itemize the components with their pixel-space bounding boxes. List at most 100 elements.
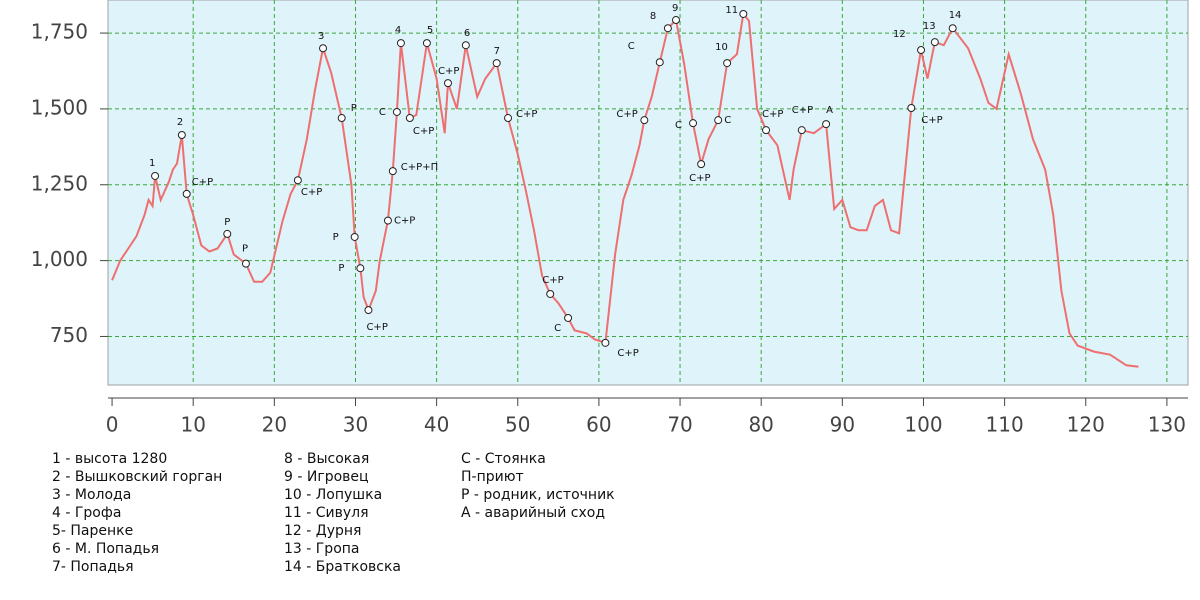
marker <box>504 114 513 123</box>
marker <box>422 39 431 48</box>
marker-label: 5 <box>427 25 433 36</box>
y-tick-label: 1,750 <box>31 20 88 44</box>
marker-label: 11 <box>725 5 738 16</box>
marker-label: С <box>628 41 635 52</box>
marker <box>948 24 957 33</box>
marker <box>671 16 680 25</box>
marker <box>907 104 916 113</box>
marker-label: 2 <box>177 117 183 128</box>
marker-label: 8 <box>650 11 656 22</box>
legend-note: 2 - Вышковский горган <box>52 469 223 485</box>
marker <box>241 259 250 268</box>
marker <box>461 41 470 50</box>
legend-note: А - аварийный сход <box>461 505 606 521</box>
y-tick-label: 1,000 <box>31 247 88 271</box>
marker-label: 4 <box>395 25 401 36</box>
marker-label: 13 <box>923 21 936 32</box>
marker-label: 7 <box>494 46 500 57</box>
marker-label: С+Р <box>413 126 434 137</box>
marker-label: С <box>675 120 682 131</box>
legend-note: 6 - М. Попадья <box>52 541 160 557</box>
marker-label: С+Р <box>516 109 537 120</box>
marker-label: Р <box>338 263 344 274</box>
x-tick-label: 30 <box>343 413 368 437</box>
x-tick-label: 40 <box>424 413 449 437</box>
marker-label: С+Р <box>762 109 783 120</box>
legend-note: 13 - Гропа <box>284 541 360 557</box>
marker <box>405 114 414 123</box>
marker-label: 10 <box>715 42 728 53</box>
marker <box>564 313 573 322</box>
marker <box>293 176 302 185</box>
x-tick-label: 60 <box>586 413 611 437</box>
legend-note: 4 - Грофа <box>52 505 122 521</box>
marker-label: С+Р+П <box>401 162 438 173</box>
legend-note: 9 - Игровец <box>284 469 369 485</box>
x-tick-label: 80 <box>748 413 773 437</box>
marker-label: 3 <box>318 31 324 42</box>
marker <box>655 58 664 67</box>
marker <box>337 114 346 123</box>
legend-note: 12 - Дурня <box>284 523 362 539</box>
marker <box>182 189 191 198</box>
marker-label: С+Р <box>616 109 637 120</box>
legend-note: 14 - Братковска <box>284 559 401 575</box>
marker-label: С+Р <box>542 275 563 286</box>
marker-label: С+Р <box>617 348 638 359</box>
marker <box>396 39 405 48</box>
legend-note: Р - родник, источник <box>461 487 615 503</box>
legend-note: 5- Паренке <box>52 523 134 539</box>
marker <box>930 38 939 47</box>
marker <box>822 120 831 129</box>
x-tick-label: 110 <box>986 413 1024 437</box>
marker <box>443 79 452 88</box>
marker-label: 12 <box>893 29 906 40</box>
marker <box>739 9 748 18</box>
marker <box>356 264 365 273</box>
marker <box>723 59 732 68</box>
marker-label: С <box>724 115 731 126</box>
legend-note: 8 - Высокая <box>284 451 370 467</box>
marker-label: 6 <box>464 28 470 39</box>
y-tick-label: 1,500 <box>31 95 88 119</box>
plot-area <box>107 0 1189 386</box>
marker <box>223 229 232 238</box>
marker <box>350 232 359 241</box>
marker <box>392 107 401 116</box>
legend-note: 10 - Лопушка <box>284 487 383 503</box>
marker-label: Р <box>351 103 357 114</box>
marker-label: Р <box>224 217 230 228</box>
y-tick-label: 1,250 <box>31 171 88 195</box>
marker <box>364 306 373 315</box>
marker-label: С+Р <box>192 177 213 188</box>
marker <box>689 119 698 128</box>
marker-label: 14 <box>949 10 962 21</box>
marker <box>663 24 672 33</box>
marker-label: С+Р <box>394 216 415 227</box>
x-tick-label: 120 <box>1067 413 1105 437</box>
marker-label: А <box>826 105 833 116</box>
marker <box>319 44 328 53</box>
legend-note: 3 - Молода <box>52 487 132 503</box>
legend-note: 7- Попадья <box>52 559 134 575</box>
marker-label: С <box>554 323 561 334</box>
marker-label: Р <box>242 244 248 255</box>
marker-label: С+Р <box>438 66 459 77</box>
marker-label: С+Р <box>301 187 322 198</box>
y-tick-label: 750 <box>50 323 88 347</box>
x-tick-label: 130 <box>1148 413 1186 437</box>
marker-label: С <box>379 107 386 118</box>
x-tick-label: 70 <box>667 413 692 437</box>
x-tick-label: 50 <box>505 413 530 437</box>
marker <box>762 126 771 135</box>
marker <box>383 216 392 225</box>
marker-label: 9 <box>672 3 678 14</box>
marker <box>177 131 186 140</box>
marker <box>492 59 501 68</box>
marker <box>917 46 926 55</box>
marker-label: С+Р <box>689 173 710 184</box>
x-tick-label: 20 <box>262 413 287 437</box>
x-tick-label: 0 <box>106 413 119 437</box>
marker-label: Р <box>333 232 339 243</box>
marker <box>388 167 397 176</box>
